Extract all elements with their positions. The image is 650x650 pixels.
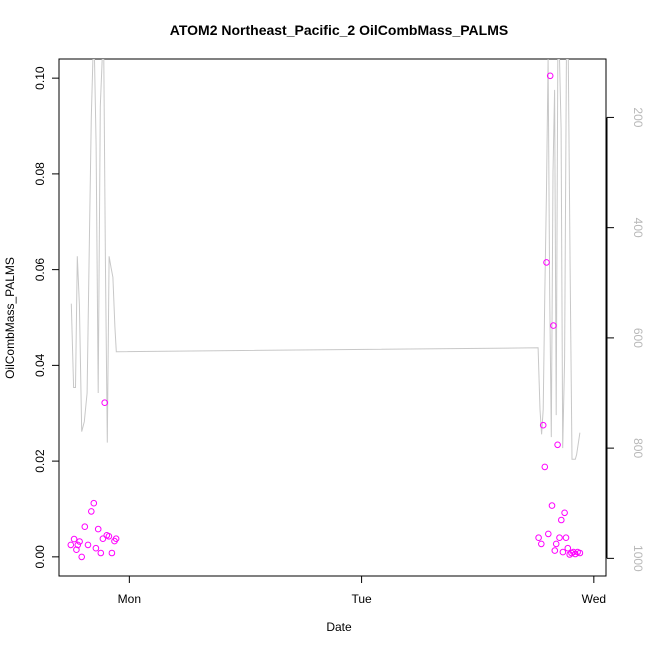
series-points-group [67, 72, 584, 561]
data-point [88, 508, 95, 515]
data-point [99, 535, 107, 543]
y-axis-label: OilCombMass_PALMS [3, 257, 17, 379]
x-tick-label: Tue [351, 592, 372, 606]
data-point [562, 534, 570, 542]
data-point [101, 399, 108, 407]
y-right-tick-label: 200 [631, 107, 645, 127]
data-point [94, 525, 102, 533]
data-point [548, 502, 556, 509]
data-point [67, 541, 75, 549]
data-point [564, 544, 572, 552]
data-point [550, 322, 557, 329]
series-line-group [70, 59, 581, 460]
data-point [546, 72, 554, 80]
y-right-tick-label: 600 [631, 328, 645, 348]
data-point [84, 541, 92, 549]
data-point [545, 530, 552, 538]
x-tick-label: Wed [582, 592, 606, 606]
data-point [576, 549, 584, 557]
y-tick-label: 0.04 [33, 353, 47, 377]
y-tick-label: 0.08 [33, 162, 47, 186]
x-tick-label: Mon [118, 592, 141, 606]
y-right-tick-label: 400 [631, 218, 645, 238]
data-point [558, 516, 565, 524]
x-axis: Mon Tue Wed [118, 575, 606, 606]
data-point [112, 535, 120, 543]
y-tick-label: 0.02 [33, 449, 47, 473]
data-point [559, 548, 567, 556]
series-line [70, 59, 581, 460]
y-axis-right: 200 400 600 800 1000 [606, 107, 645, 572]
data-point [92, 544, 100, 552]
y-tick-label: 0.10 [33, 66, 47, 90]
data-point [78, 553, 85, 561]
data-point [552, 540, 560, 548]
y-right-tick-label: 1000 [631, 545, 645, 572]
data-point [90, 499, 98, 507]
data-point [74, 541, 82, 549]
data-point [539, 421, 547, 429]
data-point [105, 533, 113, 540]
data-point [570, 548, 577, 556]
data-point [97, 549, 105, 557]
data-point [70, 535, 78, 543]
plot-frame [58, 58, 607, 577]
data-point [108, 549, 116, 557]
chart-title: ATOM2 Northeast_Pacific_2 OilCombMass_PA… [170, 22, 508, 38]
data-point [541, 463, 549, 471]
data-point [76, 538, 83, 545]
data-point [538, 540, 545, 548]
data-point [554, 441, 561, 449]
data-point [551, 547, 559, 554]
data-point [561, 509, 568, 517]
y-axis: 0.00 0.02 0.04 0.06 0.08 0.10 [33, 66, 60, 569]
data-point [535, 534, 542, 542]
x-axis-label: Date [326, 620, 352, 634]
data-point [543, 259, 550, 266]
y-tick-label: 0.06 [33, 258, 47, 282]
data-point [81, 523, 89, 531]
y-right-tick-label: 800 [631, 438, 645, 458]
data-point [556, 534, 563, 542]
y-tick-label: 0.00 [33, 545, 47, 569]
